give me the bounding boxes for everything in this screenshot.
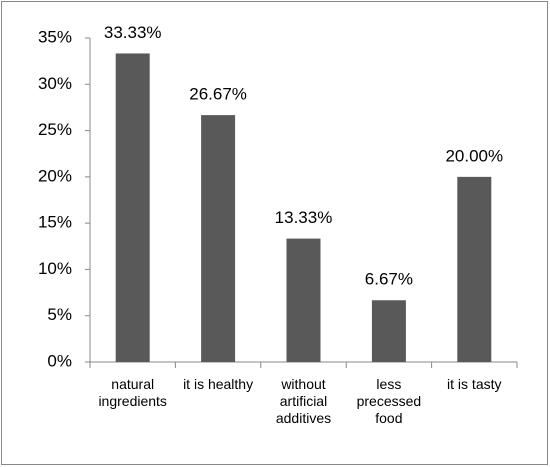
bar — [286, 238, 321, 362]
bar — [457, 176, 492, 362]
y-tick-label: 15% — [38, 213, 72, 232]
y-tick-label: 25% — [38, 120, 72, 139]
x-tick-label: it is healthy — [183, 376, 254, 392]
x-tick-label: natural ingredients — [98, 376, 167, 409]
bar — [201, 115, 236, 362]
data-label: 26.67% — [189, 85, 247, 104]
bar — [371, 300, 406, 362]
x-tick-label: less precessed food — [356, 376, 422, 426]
data-label: 33.33% — [104, 23, 162, 42]
x-tick-label: it is tasty — [447, 376, 502, 392]
y-tick-label: 30% — [38, 74, 72, 93]
data-label: 13.33% — [275, 208, 333, 227]
y-tick-label: 5% — [47, 305, 72, 324]
y-tick-label: 0% — [47, 351, 72, 370]
bar — [115, 53, 150, 363]
y-tick-label: 35% — [38, 27, 72, 46]
y-tick-label: 10% — [38, 259, 72, 278]
x-tick-label: without artificial additives — [275, 376, 332, 426]
data-label: 20.00% — [445, 146, 503, 165]
data-label: 6.67% — [365, 270, 413, 289]
y-tick-label: 20% — [38, 166, 72, 185]
